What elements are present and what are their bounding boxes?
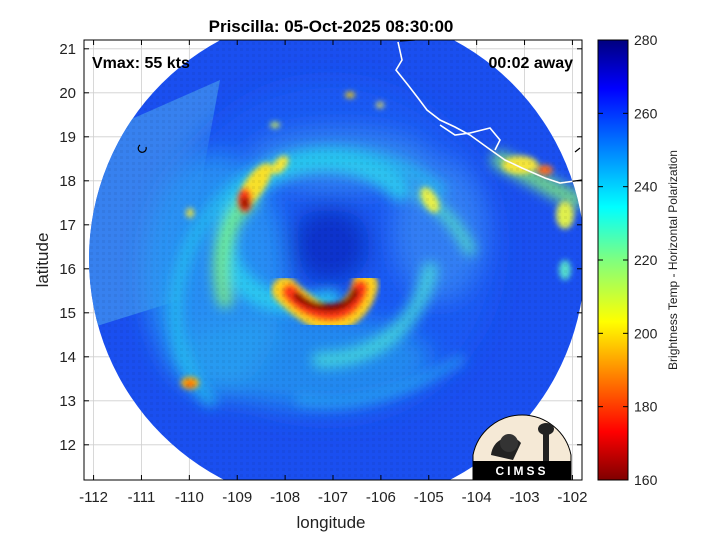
y-tick-label: 13 — [59, 393, 76, 410]
colorbar-ticks: 160 180 200 220 240 260 280 — [598, 32, 658, 488]
y-tick-label: 20 — [59, 85, 76, 102]
swath-image — [89, 40, 582, 480]
colorbar-tick-label: 200 — [634, 325, 658, 341]
y-tick-label: 21 — [59, 41, 76, 58]
y-tick-label: 12 — [59, 437, 76, 454]
colorbar-tick-label: 260 — [634, 105, 658, 121]
colorbar-tick-label: 280 — [634, 32, 658, 48]
y-axis-label: latitude — [33, 233, 52, 288]
colorbar-tick-label: 180 — [634, 399, 658, 415]
x-tick-label: -107 — [318, 489, 348, 506]
x-axis-label: longitude — [296, 513, 365, 532]
x-tick-label: -108 — [270, 489, 300, 506]
time-offset-annotation: 00:02 away — [488, 55, 573, 72]
colorbar-label: Brightness Temp - Horizontal Polarizatio… — [666, 150, 680, 370]
x-tick-label: -110 — [175, 489, 204, 506]
y-tick-label: 19 — [59, 129, 76, 146]
x-tick-label: -104 — [462, 489, 492, 506]
x-tick-label: -112 — [79, 489, 108, 506]
vmax-annotation: Vmax: 55 kts — [92, 55, 190, 72]
y-tick-label: 14 — [59, 349, 76, 366]
x-tick-label: -109 — [222, 489, 252, 506]
y-tick-label: 18 — [59, 173, 76, 190]
axis-ticks: -112 -111 -110 -109 -108 -107 -106 -105 -104 -103… — [59, 40, 587, 506]
y-tick-label: 16 — [59, 261, 76, 278]
svg-text:CIMSS: CIMSS — [495, 464, 548, 478]
chart-title: Priscilla: 05-Oct-2025 08:30:00 — [209, 17, 454, 36]
x-tick-label: -111 — [128, 489, 156, 506]
y-tick-label: 17 — [59, 217, 76, 234]
colorbar-tick-label: 220 — [634, 252, 658, 268]
x-tick-label: -103 — [510, 489, 540, 506]
x-tick-label: -102 — [557, 489, 587, 506]
x-tick-label: -105 — [414, 489, 444, 506]
cimss-logo: CIMSS — [472, 414, 572, 480]
colorbar-tick-label: 240 — [634, 179, 658, 195]
colorbar-tick-label: 160 — [634, 472, 658, 488]
x-tick-label: -106 — [366, 489, 396, 506]
y-tick-label: 15 — [59, 305, 76, 322]
